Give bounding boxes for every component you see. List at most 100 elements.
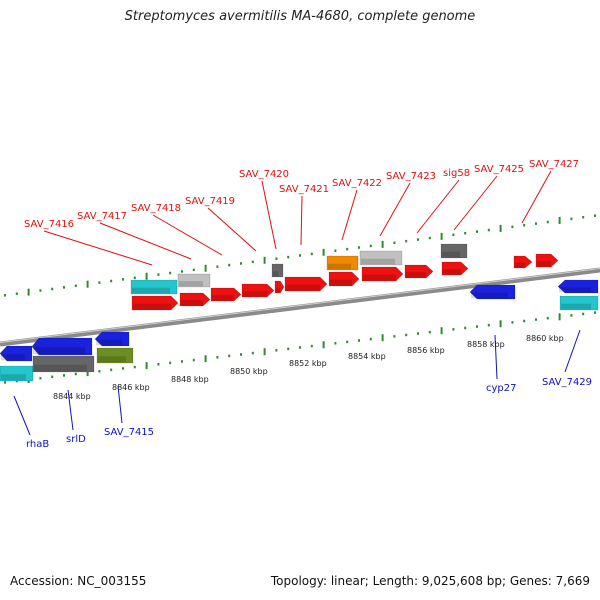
gene-sav-7419[interactable] xyxy=(241,283,275,298)
leader-sav-7423 xyxy=(379,182,411,237)
gene-sav-7422-orange[interactable] xyxy=(326,255,359,271)
scale-labels: 8844 kbp 8846 kbp 8848 kbp 8850 kbp 8852… xyxy=(53,334,564,401)
gene-sav-7420[interactable] xyxy=(274,280,285,294)
gene-srld[interactable] xyxy=(31,337,93,356)
top-gene-labels: SAV_7416 SAV_7417 SAV_7418 SAV_7419 SAV_… xyxy=(24,159,579,230)
gene-sav-7417-shade xyxy=(181,300,203,306)
scale-label: 8846 kbp xyxy=(112,383,150,392)
gene-sav-7426-shade xyxy=(515,262,525,268)
gene-label-rhab[interactable]: rhaB xyxy=(26,439,49,450)
gene-label-sav-7416[interactable]: SAV_7416 xyxy=(24,219,74,230)
gene-sav-7415-olive[interactable] xyxy=(96,347,134,364)
gene-sav-7423-lightgray[interactable] xyxy=(359,250,403,266)
leader-sav-7427 xyxy=(521,170,552,224)
lower-tick-track xyxy=(4,311,596,384)
gene-label-sav-7417[interactable]: SAV_7417 xyxy=(77,211,127,222)
gene-sav-7429-cyan-shade xyxy=(561,303,591,310)
gene-sav-7417-lightgray-shade xyxy=(179,281,203,287)
gene-sav-7426[interactable] xyxy=(513,255,533,269)
gene-sav-7423b-shade xyxy=(406,272,426,278)
leader-sav-7418 xyxy=(152,214,223,256)
gene-sav-7421-shade xyxy=(286,284,320,291)
scale-label: 8850 kbp xyxy=(230,367,268,376)
gene-sav-7418-shade xyxy=(212,295,234,301)
scale-label: 8848 kbp xyxy=(171,375,209,384)
leader-sav-7425 xyxy=(453,175,498,231)
gene-sig58-gray[interactable] xyxy=(440,243,468,259)
leader-rhab xyxy=(13,395,31,436)
leader-srld xyxy=(67,389,74,431)
leader-sav-7415 xyxy=(117,385,123,424)
gene-sav-7416-cyan-shade xyxy=(132,287,170,294)
gene-label-sav-7418[interactable]: SAV_7418 xyxy=(131,203,181,214)
gene-label-cyp27[interactable]: cyp27 xyxy=(486,383,517,394)
gene-sav-7427[interactable] xyxy=(535,253,559,268)
gene-sav-7425[interactable] xyxy=(441,261,469,276)
gene-sig58-gray-shade xyxy=(442,251,460,258)
gene-sav-7415[interactable] xyxy=(94,331,130,347)
gene-rhab-shade xyxy=(1,354,25,361)
gene-label-sig58[interactable]: sig58 xyxy=(443,168,470,179)
genome-title: Streptomyces avermitilis MA-4680, comple… xyxy=(124,9,476,24)
gene-sav-7417[interactable] xyxy=(179,292,211,307)
gene-label-sav-7420[interactable]: SAV_7420 xyxy=(239,169,289,180)
genome-summary-text: Topology: linear; Length: 9,025,608 bp; … xyxy=(270,574,590,588)
scale-label: 8844 kbp xyxy=(53,392,91,401)
gene-sav-7429[interactable] xyxy=(557,279,599,294)
gene-sav-7429-shade xyxy=(559,287,591,293)
gene-cyp27-shade xyxy=(471,292,508,299)
gene-rhab-cyan-shade xyxy=(1,374,26,381)
gene-rhab[interactable] xyxy=(0,345,33,362)
gene-sav-7422-orange-shade xyxy=(328,263,351,270)
gene-sav-7423-lightgray-shade xyxy=(361,258,395,265)
gene-sav-7423[interactable] xyxy=(361,266,404,282)
gene-label-sav-7419[interactable]: SAV_7419 xyxy=(185,196,235,207)
scale-label: 8860 kbp xyxy=(526,334,564,343)
gene-sav-7421[interactable] xyxy=(284,276,328,292)
gene-sav-7416-cyan[interactable] xyxy=(130,279,178,295)
leader-sav-7421 xyxy=(300,195,303,246)
gene-label-sav-7425[interactable]: SAV_7425 xyxy=(474,164,524,175)
gene-sav-7416-shade xyxy=(133,303,171,310)
gene-sav-7429-cyan[interactable] xyxy=(559,295,599,311)
gene-label-sav-7423[interactable]: SAV_7423 xyxy=(386,171,436,182)
scale-label: 8858 kbp xyxy=(467,340,505,349)
gene-srld-gray-shade xyxy=(34,364,87,372)
bottom-gene-labels: rhaB srlD SAV_7415 cyp27 SAV_7429 xyxy=(26,377,592,450)
gene-sav-7423b[interactable] xyxy=(404,264,434,279)
gene-label-srld[interactable]: srlD xyxy=(66,434,86,445)
gene-sav-7415-shade xyxy=(96,339,122,346)
gene-label-sav-7415[interactable]: SAV_7415 xyxy=(104,427,154,438)
gene-sav-7420-gray[interactable] xyxy=(271,263,284,278)
leader-cyp27 xyxy=(494,334,498,380)
gene-label-sav-7422[interactable]: SAV_7422 xyxy=(332,178,382,189)
gene-sav-7423-shade xyxy=(363,274,396,281)
scale-label: 8856 kbp xyxy=(407,346,445,355)
leader-sav-7416 xyxy=(43,230,153,266)
gene-sav-7418[interactable] xyxy=(210,287,242,302)
gene-sav-7420-shade xyxy=(276,287,281,293)
leader-sav-7420 xyxy=(261,180,277,250)
gene-sav-7427-shade xyxy=(537,261,551,267)
gene-srld-gray[interactable] xyxy=(32,355,95,373)
gene-srld-shade xyxy=(33,347,85,355)
leader-sav-7429 xyxy=(564,329,581,373)
gene-label-sav-7421[interactable]: SAV_7421 xyxy=(279,184,329,195)
gene-sav-7416[interactable] xyxy=(131,295,179,311)
gene-rhab-cyan[interactable] xyxy=(0,365,34,382)
leader-sav-7422 xyxy=(341,189,358,241)
gene-sav-7425-shade xyxy=(443,269,461,275)
scale-label: 8852 kbp xyxy=(289,359,327,368)
gene-sav-7420-gray-shade xyxy=(273,271,279,277)
backbone-highlight xyxy=(0,268,600,343)
gene-features xyxy=(0,243,599,382)
gene-sav-7417-lightgray[interactable] xyxy=(177,273,211,288)
gene-label-sav-7427[interactable]: SAV_7427 xyxy=(529,159,579,170)
accession-text: Accession: NC_003155 xyxy=(10,574,147,588)
gene-cyp27[interactable] xyxy=(469,284,516,300)
gene-sav-7422[interactable] xyxy=(328,271,360,287)
leader-sig58 xyxy=(416,179,460,234)
gene-label-sav-7429[interactable]: SAV_7429 xyxy=(542,377,592,388)
